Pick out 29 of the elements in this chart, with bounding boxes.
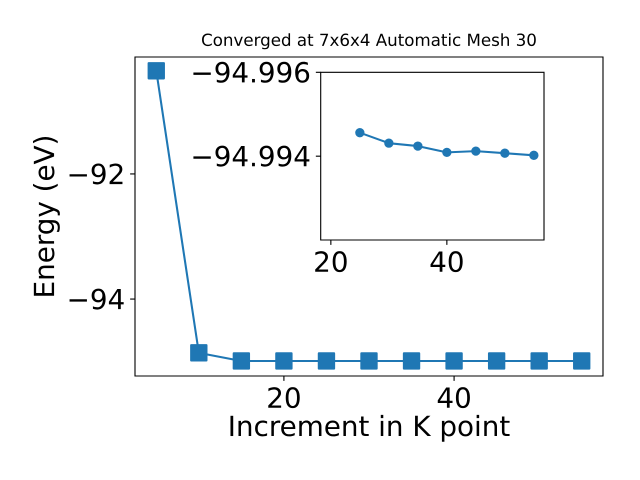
x-tick-label: 40 <box>430 251 463 272</box>
point <box>360 352 378 370</box>
x-axis-title: Increment in K point <box>230 414 510 442</box>
y-tick-label: −94.994 <box>193 146 310 167</box>
point <box>402 352 420 370</box>
x-tick-label: 20 <box>268 387 300 408</box>
point <box>318 352 336 370</box>
point <box>442 148 452 158</box>
point <box>529 150 539 160</box>
point <box>148 62 165 80</box>
point <box>384 138 394 148</box>
point <box>530 352 548 370</box>
point <box>190 344 208 362</box>
point <box>573 352 590 370</box>
point <box>275 352 293 370</box>
point <box>355 128 365 138</box>
chart-title: Converged at 7x6x4 Automatic Mesh 30 <box>202 33 536 50</box>
point <box>488 352 506 370</box>
point <box>445 352 463 370</box>
x-tick-label: 40 <box>438 387 470 408</box>
y-axis-title: Energy (eV) <box>33 136 60 296</box>
y-tick-label: −94.996 <box>193 62 310 83</box>
y-tick-label: −94 <box>70 288 124 310</box>
point <box>471 146 481 156</box>
y-tick-label: −92 <box>70 163 122 184</box>
point <box>232 352 250 370</box>
x-tick-label: 20 <box>315 251 347 272</box>
point <box>500 148 510 158</box>
point <box>413 141 423 151</box>
